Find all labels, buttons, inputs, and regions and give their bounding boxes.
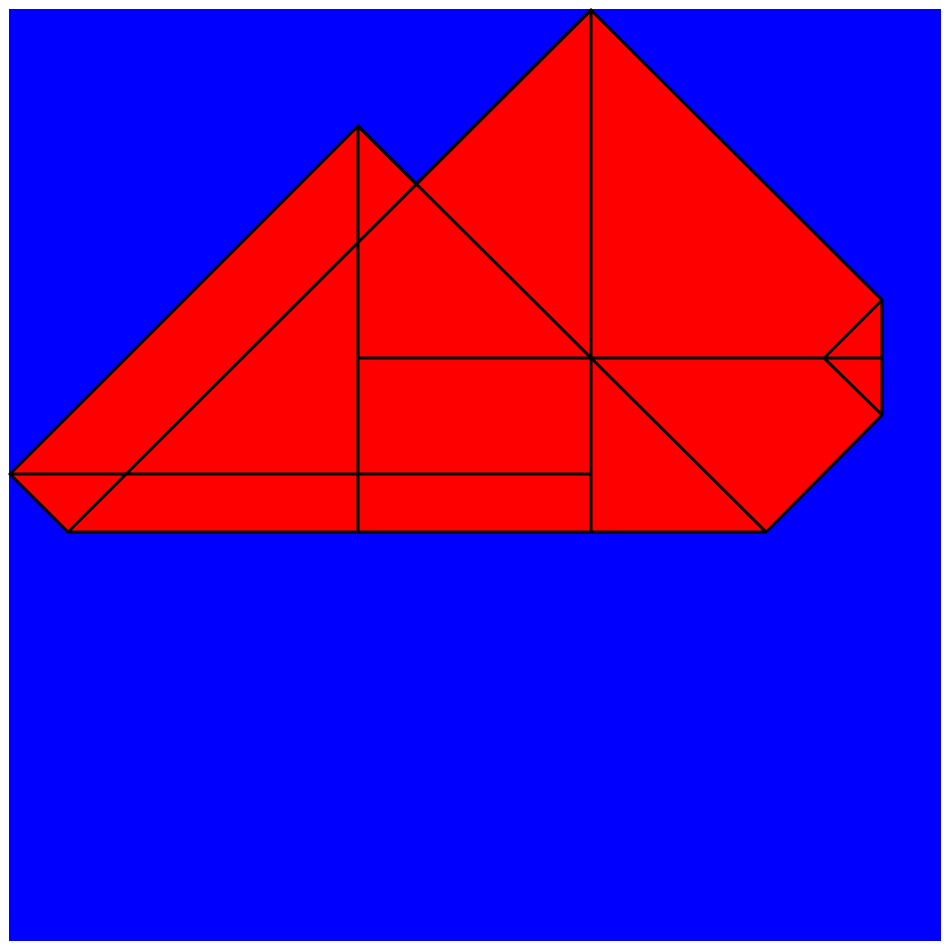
fold-line (356, 124, 768, 534)
red-folded-shape (10, 10, 882, 532)
fold-lines (8, 8, 884, 534)
fold-line (822, 356, 884, 417)
fold-line (66, 8, 593, 534)
fold-line (822, 298, 884, 360)
